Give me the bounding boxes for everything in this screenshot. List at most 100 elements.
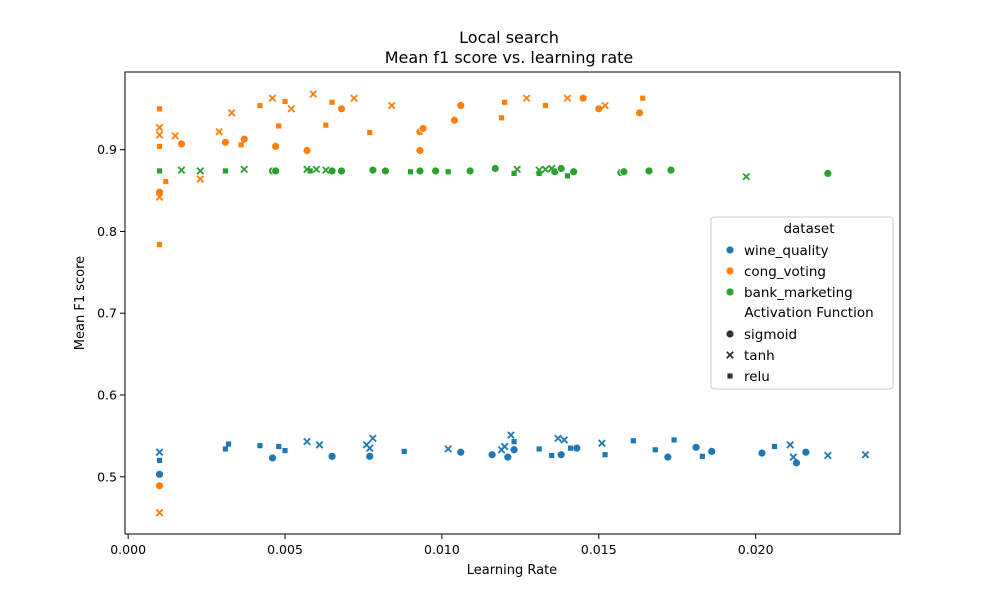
point-cong-voting-relu xyxy=(156,241,163,248)
legend-label-bank-marketing: bank_marketing xyxy=(744,285,853,301)
point-bank-marketing-sigmoid xyxy=(271,166,281,176)
point-wine-quality-relu xyxy=(511,439,517,445)
point-cong-voting-relu xyxy=(329,99,335,105)
legend-marker-sigmoid xyxy=(725,329,735,339)
point-wine-quality-sigmoid xyxy=(365,451,375,461)
x-tick-label: 0.020 xyxy=(738,542,774,557)
chart-title: Local search xyxy=(459,28,559,47)
point-bank-marketing-tanh xyxy=(742,172,751,181)
point-cong-voting-relu xyxy=(498,115,505,121)
point-cong-voting-relu xyxy=(156,106,163,112)
y-axis: 0.5 0.6 0.7 0.8 0.9 xyxy=(97,142,125,484)
point-bank-marketing-tanh xyxy=(196,167,205,175)
chart-subtitle: Mean f1 score vs. learning rate xyxy=(385,48,634,67)
plot-frame xyxy=(124,71,901,535)
point-cong-voting-sigmoid xyxy=(302,146,312,155)
point-wine-quality-tanh xyxy=(444,445,453,453)
point-cong-voting-tanh xyxy=(522,94,531,103)
point-cong-voting-tanh xyxy=(155,123,164,132)
point-wine-quality-relu xyxy=(257,443,263,449)
point-wine-quality-relu xyxy=(156,457,163,464)
point-wine-quality-sigmoid xyxy=(572,443,582,453)
point-cong-voting-sigmoid xyxy=(635,108,644,118)
point-bank-marketing-relu xyxy=(307,168,313,174)
point-bank-marketing-tanh xyxy=(321,166,330,174)
point-cong-voting-tanh xyxy=(171,131,180,140)
point-cong-voting-sigmoid xyxy=(177,139,186,149)
point-bank-marketing-sigmoid xyxy=(431,166,441,176)
point-wine-quality-relu xyxy=(536,446,542,452)
legend-label-relu: relu xyxy=(744,369,770,385)
data-points xyxy=(155,90,870,517)
x-tick-label: 0.005 xyxy=(267,542,303,557)
point-wine-quality-relu xyxy=(222,446,229,452)
point-bank-marketing-sigmoid xyxy=(666,165,676,175)
point-cong-voting-relu xyxy=(502,99,508,105)
point-wine-quality-sigmoid xyxy=(707,447,717,456)
point-cong-voting-sigmoid xyxy=(450,115,459,125)
point-cong-voting-relu xyxy=(542,102,549,109)
point-wine-quality-tanh xyxy=(598,439,606,448)
point-wine-quality-tanh xyxy=(507,431,515,439)
point-wine-quality-relu xyxy=(602,452,608,458)
point-bank-marketing-relu xyxy=(156,168,163,174)
point-cong-voting-tanh xyxy=(155,193,164,201)
point-bank-marketing-sigmoid xyxy=(415,166,425,176)
point-bank-marketing-sigmoid xyxy=(490,164,500,173)
point-wine-quality-relu xyxy=(699,453,705,459)
point-wine-quality-tanh xyxy=(786,441,795,449)
y-tick-label: 0.6 xyxy=(97,387,117,402)
point-cong-voting-relu xyxy=(367,129,373,136)
point-cong-voting-sigmoid xyxy=(415,146,425,155)
point-bank-marketing-sigmoid xyxy=(569,167,579,177)
legend-style-title: Activation Function xyxy=(744,305,873,321)
point-cong-voting-tanh xyxy=(309,90,318,98)
point-bank-marketing-sigmoid xyxy=(619,167,629,177)
point-cong-voting-sigmoid xyxy=(418,124,428,133)
legend-label-cong-voting: cong_voting xyxy=(744,264,826,280)
point-bank-marketing-relu xyxy=(536,170,542,176)
point-cong-voting-relu xyxy=(640,95,646,101)
point-wine-quality-relu xyxy=(225,441,232,447)
point-bank-marketing-tanh xyxy=(547,164,556,173)
point-cong-voting-tanh xyxy=(563,94,572,103)
point-wine-quality-sigmoid xyxy=(155,469,164,479)
point-cong-voting-sigmoid xyxy=(221,137,230,147)
point-bank-marketing-tanh xyxy=(177,166,186,174)
legend: dataset Activation Function wine_quality… xyxy=(710,216,894,390)
point-wine-quality-tanh xyxy=(861,450,870,459)
point-wine-quality-tanh xyxy=(303,437,311,446)
point-bank-marketing-tanh xyxy=(312,165,321,174)
point-cong-voting-sigmoid xyxy=(239,134,249,144)
point-wine-quality-sigmoid xyxy=(268,453,277,463)
point-wine-quality-relu xyxy=(276,443,282,450)
point-bank-marketing-tanh xyxy=(541,165,550,174)
point-cong-voting-relu xyxy=(257,102,263,109)
point-cong-voting-tanh xyxy=(196,175,205,183)
point-wine-quality-tanh xyxy=(315,441,324,449)
point-bank-marketing-sigmoid xyxy=(327,166,337,176)
point-cong-voting-tanh xyxy=(268,94,277,103)
y-axis-label: Mean F1 score xyxy=(73,256,88,350)
x-tick-label: 0.000 xyxy=(110,542,146,557)
point-wine-quality-relu xyxy=(567,445,574,451)
point-cong-voting-sigmoid xyxy=(578,93,588,103)
legend-label-sigmoid: sigmoid xyxy=(744,327,797,343)
point-wine-quality-tanh xyxy=(554,434,562,443)
point-cong-voting-relu xyxy=(156,143,163,150)
point-wine-quality-sigmoid xyxy=(801,447,811,457)
legend-marker-relu xyxy=(727,373,733,379)
point-cong-voting-sigmoid xyxy=(271,142,281,151)
point-bank-marketing-sigmoid xyxy=(823,168,833,178)
point-wine-quality-tanh xyxy=(823,451,832,460)
y-tick-label: 0.7 xyxy=(97,306,117,321)
point-cong-voting-sigmoid xyxy=(594,104,604,114)
point-wine-quality-sigmoid xyxy=(663,452,673,462)
x-tick-label: 0.015 xyxy=(581,542,617,557)
y-tick-label: 0.8 xyxy=(97,224,117,239)
point-wine-quality-sigmoid xyxy=(792,458,801,468)
point-wine-quality-tanh xyxy=(789,453,798,461)
point-bank-marketing-sigmoid xyxy=(465,166,475,176)
point-wine-quality-tanh xyxy=(369,434,377,443)
point-wine-quality-relu xyxy=(401,448,407,455)
